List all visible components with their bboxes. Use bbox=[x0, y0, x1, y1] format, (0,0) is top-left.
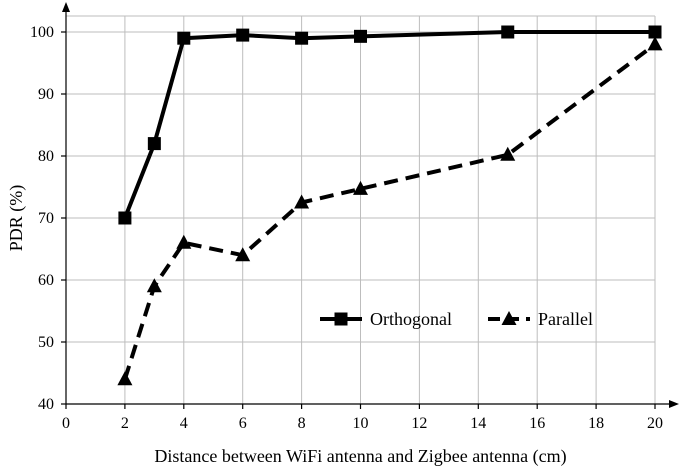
legend-item: Orthogonal bbox=[320, 309, 452, 329]
y-axis-title: PDR (%) bbox=[6, 185, 27, 252]
x-axis-title: Distance between WiFi antenna and Zigbee… bbox=[154, 446, 566, 467]
y-tick-label: 90 bbox=[38, 86, 54, 103]
y-axis-arrow bbox=[62, 2, 70, 12]
triangle-marker bbox=[235, 247, 251, 262]
grid bbox=[66, 15, 656, 404]
square-marker bbox=[177, 31, 191, 45]
square-marker bbox=[354, 29, 367, 43]
square-marker bbox=[648, 25, 662, 39]
x-tick-label: 12 bbox=[411, 415, 427, 432]
triangle-marker bbox=[146, 278, 162, 293]
x-tick-label: 18 bbox=[588, 415, 604, 432]
triangle-marker bbox=[647, 36, 663, 51]
series bbox=[117, 25, 663, 386]
y-tick-label: 50 bbox=[38, 334, 54, 351]
triangle-marker bbox=[176, 234, 192, 249]
y-tick-label: 80 bbox=[38, 148, 54, 165]
legend-label: Orthogonal bbox=[370, 309, 452, 329]
y-tick-label: 70 bbox=[38, 210, 54, 227]
x-tick-label: 4 bbox=[180, 415, 188, 432]
x-tick-label: 8 bbox=[298, 415, 306, 432]
legend-marker bbox=[501, 311, 517, 325]
legend-label: Parallel bbox=[538, 309, 593, 329]
square-marker bbox=[295, 31, 309, 45]
square-marker bbox=[501, 25, 515, 39]
x-tick-label: 14 bbox=[470, 415, 486, 432]
y-tick-label: 40 bbox=[38, 396, 54, 413]
y-tick-label: 100 bbox=[30, 24, 54, 41]
x-tick-label: 20 bbox=[647, 415, 663, 432]
y-tick-label: 60 bbox=[38, 272, 54, 289]
triangle-marker bbox=[353, 180, 368, 195]
series-parallel bbox=[117, 36, 663, 386]
x-tick-label: 2 bbox=[121, 415, 129, 432]
legend-item: Parallel bbox=[488, 309, 593, 329]
legend: Orthogonal Parallel bbox=[320, 309, 593, 329]
series-orthogonal bbox=[118, 25, 662, 225]
triangle-marker bbox=[117, 371, 133, 386]
triangle-marker bbox=[294, 194, 310, 209]
legend-marker bbox=[334, 312, 348, 326]
x-tick-label: 10 bbox=[353, 415, 369, 432]
square-marker bbox=[118, 211, 132, 225]
tick-labels: 0 2 4 6 8 10 12 14 16 18 20 40 50 60 70 80 90 100 bbox=[30, 24, 663, 432]
series-line bbox=[123, 30, 655, 219]
x-tick-label: 6 bbox=[239, 415, 247, 432]
x-tick-label: 16 bbox=[529, 415, 545, 432]
series-line bbox=[122, 42, 657, 380]
x-axis-arrow bbox=[669, 400, 679, 408]
square-marker bbox=[147, 137, 161, 151]
square-marker bbox=[236, 28, 250, 42]
axes bbox=[61, 2, 679, 409]
x-tick-label: 0 bbox=[62, 415, 70, 432]
triangle-marker bbox=[500, 146, 516, 161]
